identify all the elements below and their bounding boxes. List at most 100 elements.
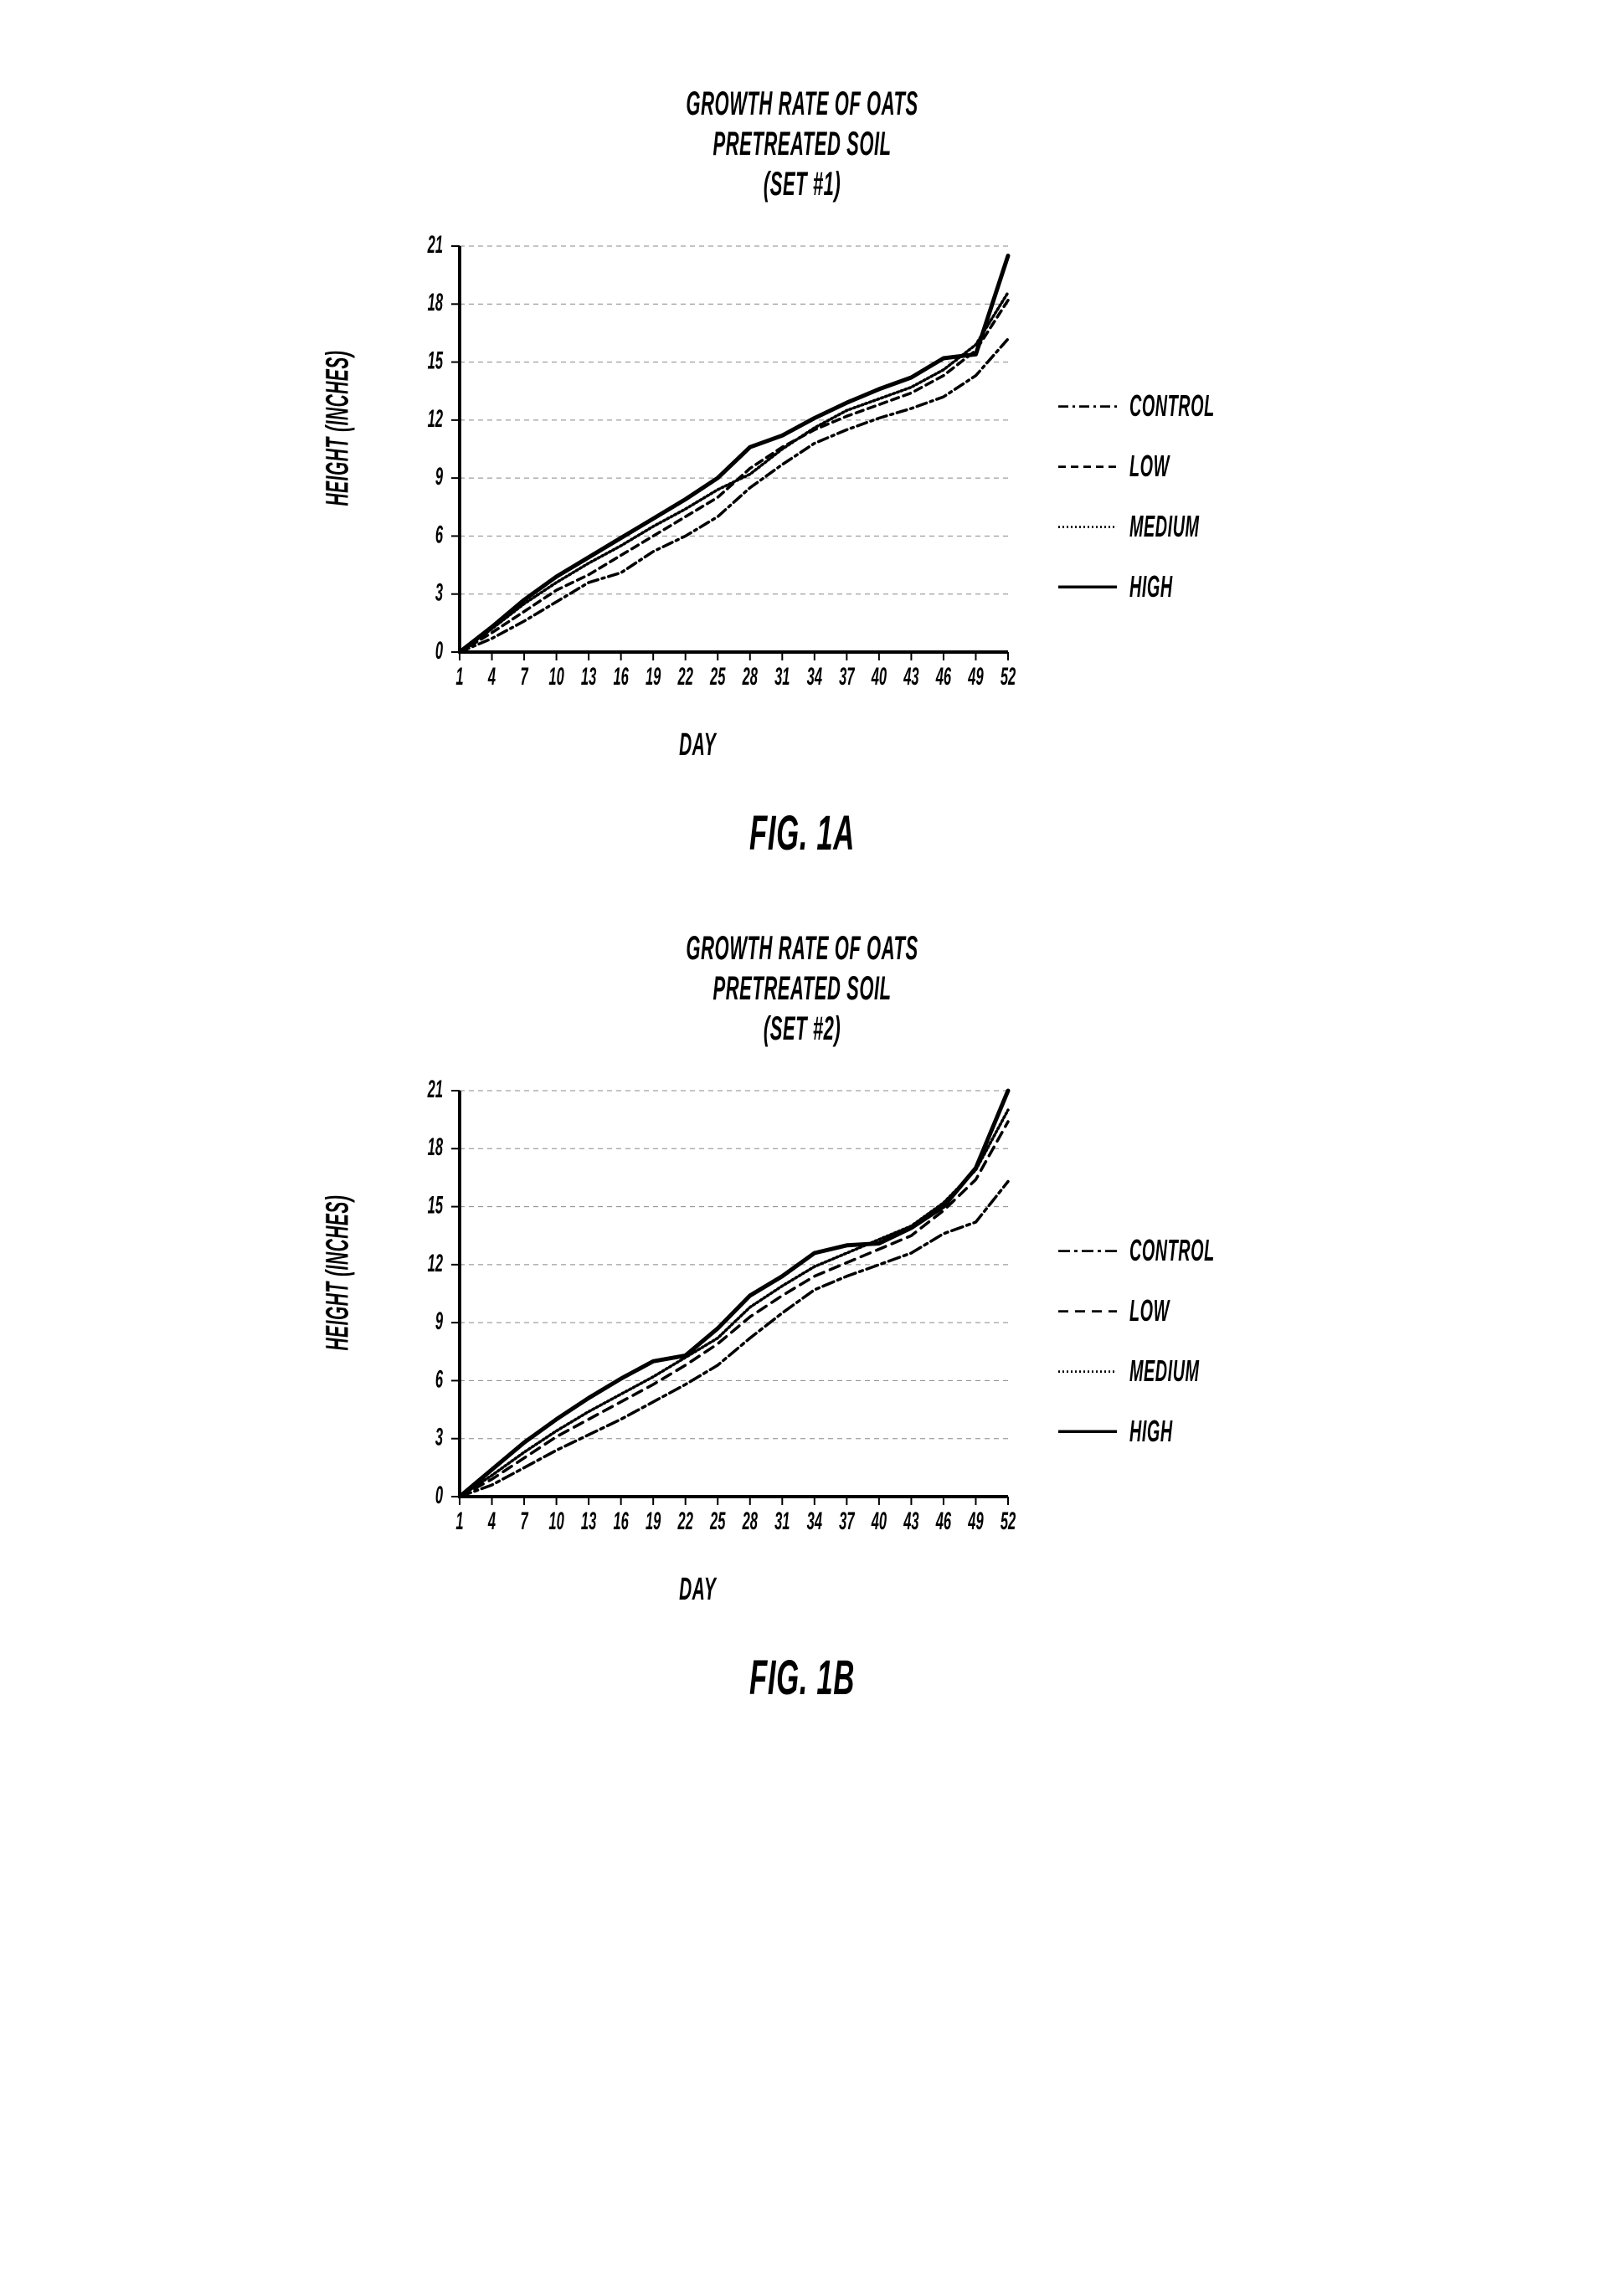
svg-text:34: 34 [806, 663, 822, 691]
legend-label: HIGH [1129, 569, 1173, 604]
fig1b-block: GROWTH RATE OF OATSPRETREATED SOIL(SET #… [322, 928, 1284, 1706]
svg-text:1: 1 [455, 1508, 463, 1535]
series-high [460, 1091, 1008, 1497]
svg-text:15: 15 [427, 347, 443, 374]
svg-text:9: 9 [435, 463, 443, 491]
series-control [460, 1182, 1008, 1497]
legend-label: CONTROL [1129, 1233, 1215, 1268]
series-medium [460, 1110, 1008, 1497]
svg-text:22: 22 [676, 1508, 692, 1535]
svg-text:12: 12 [427, 405, 443, 433]
svg-text:18: 18 [427, 289, 443, 316]
svg-text:49: 49 [967, 663, 983, 691]
legend-row-high: HIGH [1058, 1414, 1284, 1449]
legend-label: CONTROL [1129, 388, 1215, 424]
legend-row-low: LOW [1058, 449, 1284, 484]
svg-text:19: 19 [646, 1508, 661, 1535]
y-axis-label: HEIGHT (INCHES) [320, 487, 356, 506]
svg-text:46: 46 [935, 663, 951, 691]
svg-text:7: 7 [520, 663, 528, 691]
legend-row-low: LOW [1058, 1293, 1284, 1328]
svg-text:12: 12 [427, 1250, 443, 1277]
svg-text:37: 37 [839, 1508, 855, 1535]
legend-row-high: HIGH [1058, 569, 1284, 604]
legend: CONTROL LOW MEDIUM HIGH [1058, 1233, 1284, 1449]
legend-label: LOW [1129, 1293, 1170, 1328]
chart-row: HEIGHT (INCHES) 147 10 13 16 19 22 25 28 31 34 37 4… [322, 1074, 1284, 1608]
svg-text:6: 6 [435, 1365, 443, 1393]
svg-text:21: 21 [426, 231, 442, 259]
svg-text:25: 25 [709, 1508, 725, 1535]
svg-text:28: 28 [741, 1508, 757, 1535]
plot-wrap: 147 10 13 16 19 22 25 28 31 34 37 40 43 46 49 52 0 3 6 9 12 1… [380, 1074, 1016, 1608]
svg-text:40: 40 [871, 1508, 887, 1535]
figure-caption: FIG. 1A [749, 805, 855, 861]
legend-label: MEDIUM [1129, 509, 1200, 544]
legend-swatch-icon [1058, 465, 1117, 468]
legend-swatch-icon [1058, 1430, 1117, 1433]
svg-text:16: 16 [613, 1508, 629, 1535]
svg-text:21: 21 [426, 1076, 442, 1103]
legend-swatch-icon [1058, 525, 1117, 528]
legend-swatch-icon [1058, 404, 1117, 408]
svg-text:19: 19 [646, 663, 661, 691]
svg-text:52: 52 [1000, 663, 1016, 691]
svg-text:31: 31 [774, 663, 790, 691]
svg-text:13: 13 [580, 663, 596, 691]
svg-text:9: 9 [435, 1307, 443, 1335]
fig1a-block: GROWTH RATE OF OATSPRETREATED SOIL(SET #… [322, 84, 1284, 861]
legend-swatch-icon [1058, 1309, 1117, 1312]
svg-text:22: 22 [676, 663, 692, 691]
svg-text:1: 1 [455, 663, 463, 691]
svg-text:3: 3 [435, 1424, 443, 1451]
svg-text:4: 4 [487, 1508, 496, 1535]
chart-title: GROWTH RATE OF OATSPRETREATED SOIL(SET #… [687, 84, 918, 204]
series-low [460, 300, 1008, 652]
legend-label: LOW [1129, 449, 1170, 484]
chart-plot: 147 10 13 16 19 22 25 28 31 34 37 40 43 46 49 52 0 3 6 9 12 1… [380, 229, 1016, 698]
x-axis-label: DAY [679, 1572, 716, 1608]
svg-text:18: 18 [427, 1133, 443, 1161]
svg-text:16: 16 [613, 663, 629, 691]
svg-text:34: 34 [806, 1508, 822, 1535]
legend-row-medium: MEDIUM [1058, 1353, 1284, 1389]
svg-text:28: 28 [741, 663, 757, 691]
legend-label: HIGH [1129, 1414, 1173, 1449]
chart-row: HEIGHT (INCHES) 147 10 13 16 19 22 25 28 31 34 37 4… [322, 229, 1284, 763]
legend: CONTROL LOW MEDIUM HIGH [1058, 388, 1284, 604]
svg-text:13: 13 [580, 1508, 596, 1535]
svg-text:43: 43 [903, 663, 918, 691]
page: GROWTH RATE OF OATSPRETREATED SOIL(SET #… [0, 0, 1605, 1790]
legend-row-control: CONTROL [1058, 388, 1284, 424]
chart-plot: 147 10 13 16 19 22 25 28 31 34 37 40 43 46 49 52 0 3 6 9 12 1… [380, 1074, 1016, 1543]
svg-text:10: 10 [548, 663, 564, 691]
svg-text:46: 46 [935, 1508, 951, 1535]
legend-row-control: CONTROL [1058, 1233, 1284, 1268]
figure-caption: FIG. 1B [749, 1650, 855, 1706]
legend-row-medium: MEDIUM [1058, 509, 1284, 544]
legend-swatch-icon [1058, 1369, 1117, 1373]
svg-text:0: 0 [435, 637, 443, 665]
series-medium [460, 292, 1008, 652]
svg-text:52: 52 [1000, 1508, 1016, 1535]
svg-text:10: 10 [548, 1508, 564, 1535]
svg-text:0: 0 [435, 1482, 443, 1509]
legend-swatch-icon [1058, 1249, 1117, 1252]
plot-wrap: 147 10 13 16 19 22 25 28 31 34 37 40 43 46 49 52 0 3 6 9 12 1… [380, 229, 1016, 763]
x-axis-label: DAY [679, 727, 716, 763]
svg-text:40: 40 [871, 663, 887, 691]
legend-swatch-icon [1058, 585, 1117, 588]
svg-text:3: 3 [435, 579, 443, 607]
chart-title: GROWTH RATE OF OATSPRETREATED SOIL(SET #… [687, 928, 918, 1049]
svg-text:43: 43 [903, 1508, 918, 1535]
svg-text:7: 7 [520, 1508, 528, 1535]
svg-text:4: 4 [487, 663, 496, 691]
svg-text:25: 25 [709, 663, 725, 691]
svg-text:37: 37 [839, 663, 855, 691]
svg-text:6: 6 [435, 521, 443, 548]
svg-text:49: 49 [967, 1508, 983, 1535]
legend-label: MEDIUM [1129, 1353, 1200, 1389]
y-axis-label: HEIGHT (INCHES) [320, 1332, 356, 1350]
svg-text:15: 15 [427, 1191, 443, 1219]
svg-text:31: 31 [774, 1508, 790, 1535]
